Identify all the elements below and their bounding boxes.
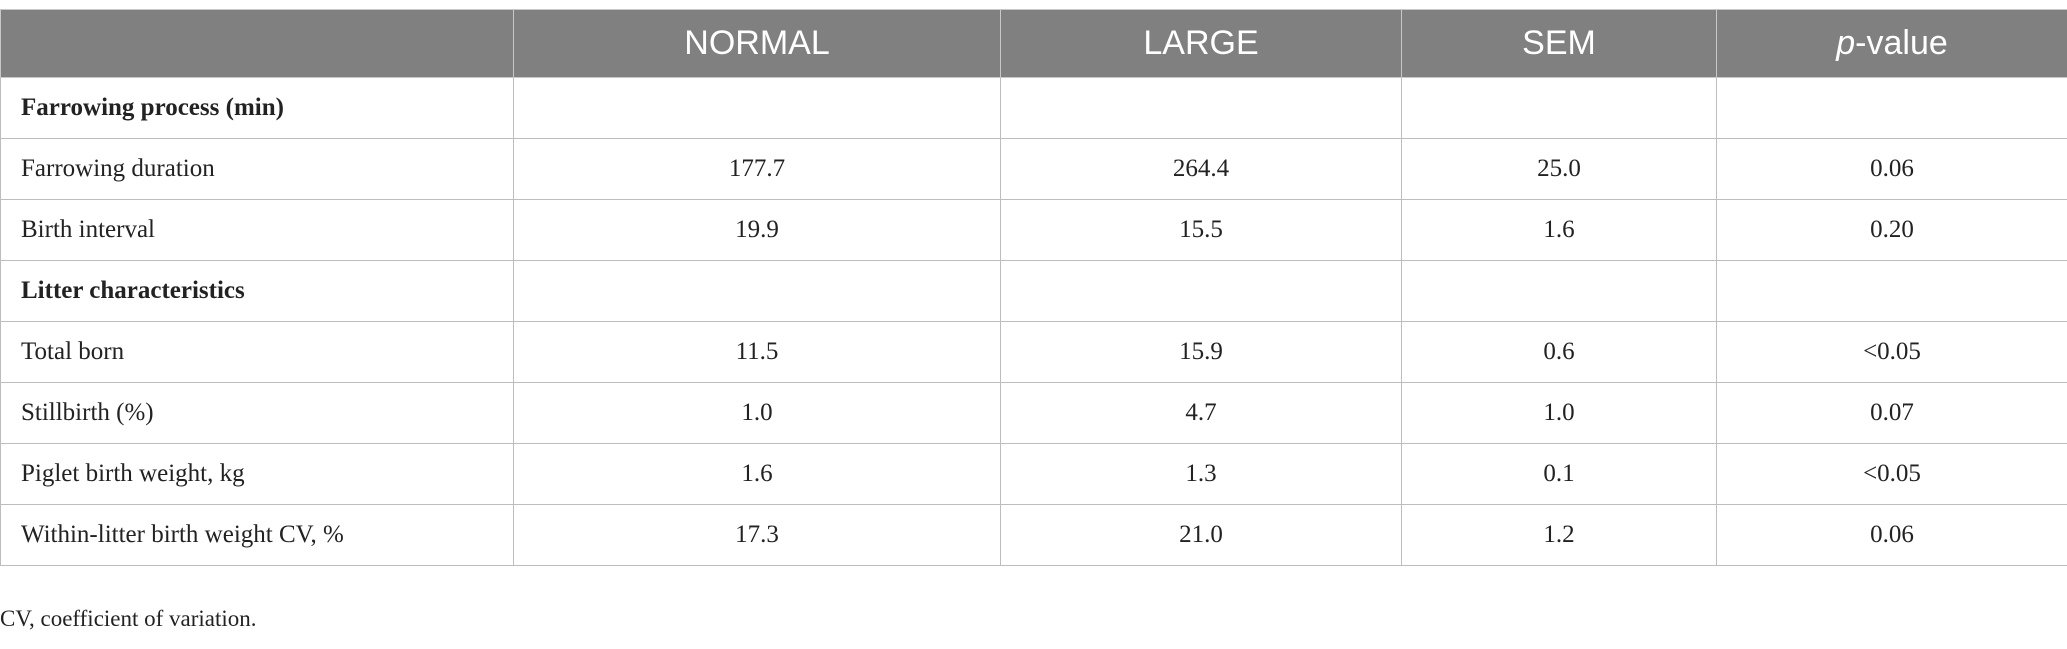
empty-cell bbox=[1716, 77, 2067, 139]
empty-cell bbox=[1000, 260, 1402, 322]
value-cell: 11.5 bbox=[513, 321, 1001, 383]
value-cell: 25.0 bbox=[1401, 138, 1717, 200]
value-cell: 0.06 bbox=[1716, 504, 2067, 566]
value-cell: 0.20 bbox=[1716, 199, 2067, 261]
row-label: Stillbirth (%) bbox=[0, 382, 514, 444]
section-title: Litter characteristics bbox=[0, 260, 514, 322]
value-cell: 0.06 bbox=[1716, 138, 2067, 200]
value-cell: 21.0 bbox=[1000, 504, 1402, 566]
data-table: NORMAL LARGE SEM p-value Farrowing process … bbox=[0, 9, 2067, 566]
empty-cell bbox=[1401, 260, 1717, 322]
empty-cell bbox=[1401, 77, 1717, 139]
row-label: Birth interval bbox=[0, 199, 514, 261]
value-cell: 17.3 bbox=[513, 504, 1001, 566]
row-label: Total born bbox=[0, 321, 514, 383]
row-label: Farrowing duration bbox=[0, 138, 514, 200]
value-cell: 1.0 bbox=[1401, 382, 1717, 444]
row-label: Within-litter birth weight CV, % bbox=[0, 504, 514, 566]
section-row: Litter characteristics bbox=[0, 260, 2067, 322]
value-cell: <0.05 bbox=[1716, 321, 2067, 383]
footnote: CV, coefficient of variation. bbox=[0, 606, 257, 631]
empty-cell bbox=[513, 260, 1001, 322]
header-cell bbox=[0, 9, 514, 78]
data-row: Farrowing duration 177.7 264.4 25.0 0.06 bbox=[0, 138, 2067, 200]
empty-cell bbox=[1716, 260, 2067, 322]
value-cell: 264.4 bbox=[1000, 138, 1402, 200]
section-title: Farrowing process (min) bbox=[0, 77, 514, 139]
data-row: Total born 11.5 15.9 0.6 <0.05 bbox=[0, 321, 2067, 383]
header-cell: LARGE bbox=[1000, 9, 1402, 78]
value-cell: 177.7 bbox=[513, 138, 1001, 200]
row-label: Piglet birth weight, kg bbox=[0, 443, 514, 505]
value-cell: 1.6 bbox=[1401, 199, 1717, 261]
data-row: Piglet birth weight, kg 1.6 1.3 0.1 <0.05 bbox=[0, 443, 2067, 505]
value-cell: 0.6 bbox=[1401, 321, 1717, 383]
header-row: NORMAL LARGE SEM p-value bbox=[0, 9, 2067, 78]
section-row: Farrowing process (min) bbox=[0, 77, 2067, 139]
header-cell: NORMAL bbox=[513, 9, 1001, 78]
value-cell: 19.9 bbox=[513, 199, 1001, 261]
value-cell: 0.1 bbox=[1401, 443, 1717, 505]
data-row: Stillbirth (%) 1.0 4.7 1.0 0.07 bbox=[0, 382, 2067, 444]
empty-cell bbox=[513, 77, 1001, 139]
value-cell: 1.6 bbox=[513, 443, 1001, 505]
empty-cell bbox=[1000, 77, 1402, 139]
value-cell: 1.3 bbox=[1000, 443, 1402, 505]
data-row: Within-litter birth weight CV, % 17.3 21.0… bbox=[0, 504, 2067, 566]
data-row: Birth interval 19.9 15.5 1.6 0.20 bbox=[0, 199, 2067, 261]
value-cell: 4.7 bbox=[1000, 382, 1402, 444]
value-cell: <0.05 bbox=[1716, 443, 2067, 505]
value-cell: 15.5 bbox=[1000, 199, 1402, 261]
value-cell: 1.0 bbox=[513, 382, 1001, 444]
header-cell: p-value bbox=[1716, 9, 2067, 78]
value-cell: 1.2 bbox=[1401, 504, 1717, 566]
value-cell: 0.07 bbox=[1716, 382, 2067, 444]
value-cell: 15.9 bbox=[1000, 321, 1402, 383]
header-cell: SEM bbox=[1401, 9, 1717, 78]
